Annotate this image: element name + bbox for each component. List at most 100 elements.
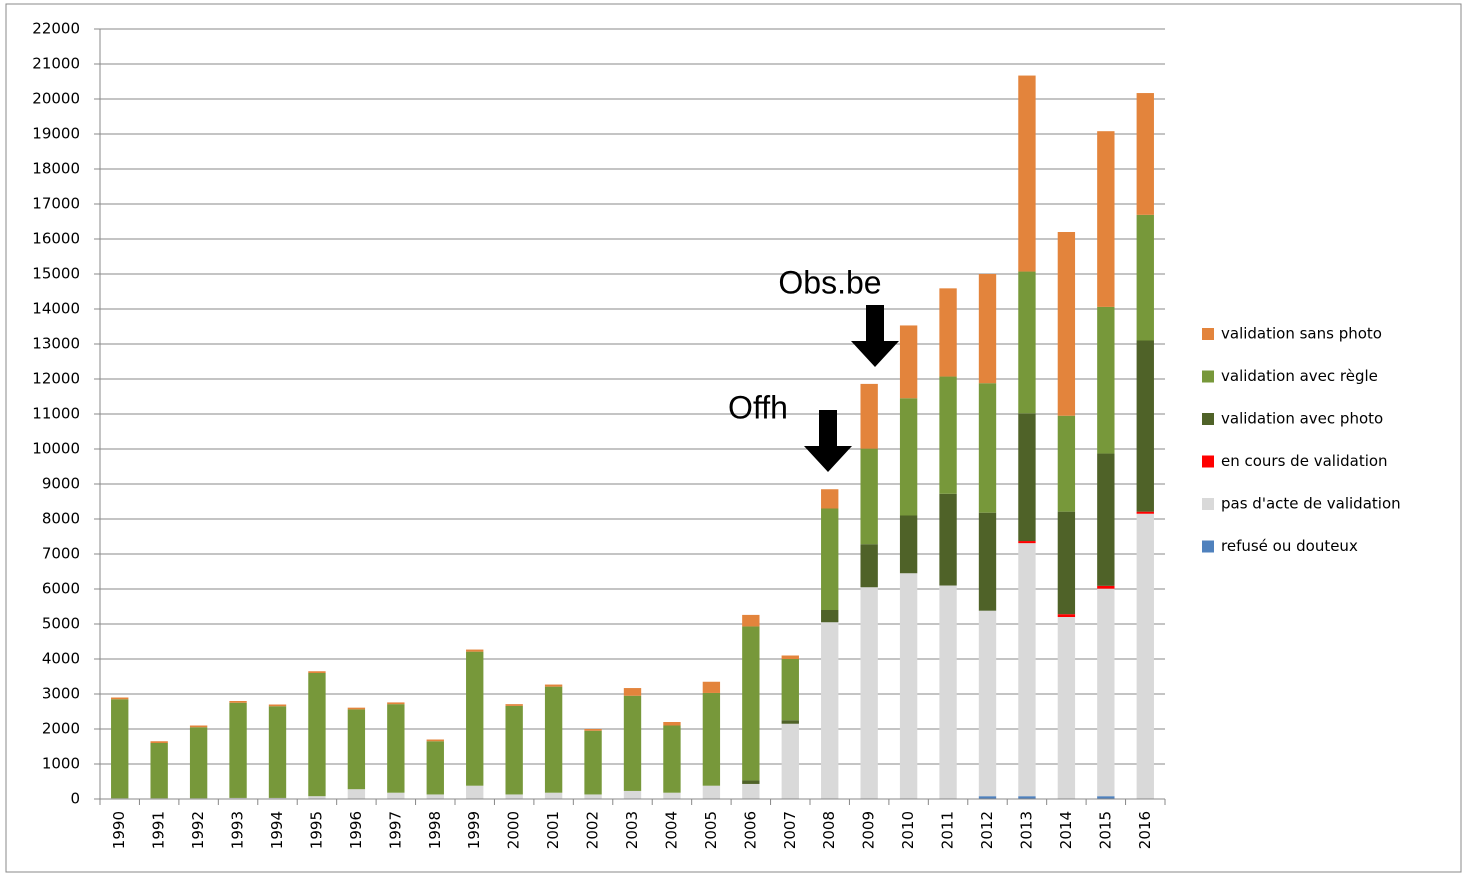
bar-segment bbox=[1097, 796, 1115, 799]
bar-segment bbox=[860, 448, 878, 545]
bar-segment bbox=[544, 684, 563, 687]
bar-segment bbox=[347, 789, 366, 799]
bar-segment bbox=[939, 493, 957, 586]
bar-segment bbox=[663, 792, 681, 799]
bar-segment bbox=[466, 651, 484, 786]
bar-segment bbox=[229, 701, 247, 703]
x-tick-label: 2013 bbox=[1017, 811, 1035, 849]
legend-label: validation avec photo bbox=[1221, 410, 1383, 428]
bar-segment bbox=[939, 376, 957, 494]
bar-segment bbox=[268, 797, 287, 799]
x-tick-label: 2014 bbox=[1057, 811, 1075, 849]
x-tick-label: 2011 bbox=[939, 811, 957, 849]
y-tick-label: 0 bbox=[70, 790, 80, 808]
bar-segment bbox=[111, 697, 129, 700]
x-tick-label: 2005 bbox=[702, 811, 720, 849]
bar-segment bbox=[899, 325, 918, 399]
y-tick-label: 9000 bbox=[42, 475, 80, 493]
bar-segment bbox=[1057, 415, 1076, 512]
y-tick-label: 20000 bbox=[32, 90, 80, 108]
x-tick-label: 2006 bbox=[741, 811, 759, 849]
legend-label: refusé ou douteux bbox=[1221, 537, 1358, 555]
y-tick-label: 1000 bbox=[42, 755, 80, 773]
bar-segment bbox=[1018, 413, 1036, 542]
bar-segment bbox=[426, 794, 444, 799]
bar-segment bbox=[1018, 541, 1036, 544]
legend-label: pas d'acte de validation bbox=[1221, 495, 1401, 513]
bar-segment bbox=[1097, 131, 1115, 307]
bar-segment bbox=[781, 720, 799, 724]
bar-segment bbox=[347, 707, 366, 710]
bar-segment bbox=[821, 489, 839, 509]
x-tick-label: 1994 bbox=[268, 811, 286, 849]
y-tick-label: 4000 bbox=[42, 650, 80, 668]
bar-segment bbox=[1057, 232, 1076, 416]
bar-segment bbox=[663, 722, 681, 726]
x-tick-label: 1997 bbox=[386, 811, 404, 849]
bar-segment bbox=[544, 686, 563, 793]
legend-swatch bbox=[1202, 498, 1214, 510]
bar-segment bbox=[1136, 511, 1154, 514]
x-tick-label: 2001 bbox=[544, 811, 562, 849]
x-tick-label: 2008 bbox=[820, 811, 838, 849]
bar-segment bbox=[544, 792, 563, 799]
y-tick-label: 10000 bbox=[32, 440, 80, 458]
bar-segment bbox=[821, 508, 839, 610]
x-tick-label: 2000 bbox=[505, 811, 523, 849]
bar-segment bbox=[584, 730, 602, 795]
bar-segment bbox=[1018, 796, 1036, 799]
bar-segment bbox=[584, 794, 602, 799]
bar-segment bbox=[623, 790, 642, 799]
x-tick-label: 1998 bbox=[426, 811, 444, 849]
bar-segment bbox=[742, 614, 760, 627]
y-tick-label: 6000 bbox=[42, 580, 80, 598]
y-tick-label: 8000 bbox=[42, 510, 80, 528]
legend-label: en cours de validation bbox=[1221, 452, 1388, 470]
bar-segment bbox=[150, 743, 168, 799]
x-tick-label: 2010 bbox=[899, 811, 917, 849]
bar-segment bbox=[939, 585, 957, 799]
annotation: Offh bbox=[728, 389, 788, 425]
bar-segment bbox=[1097, 588, 1115, 797]
bar-segment bbox=[1057, 617, 1076, 799]
bar-segment bbox=[781, 723, 799, 799]
x-tick-label: 2015 bbox=[1096, 811, 1114, 849]
legend-swatch bbox=[1202, 370, 1214, 383]
x-tick-label: 1992 bbox=[189, 811, 207, 849]
legend-swatch bbox=[1202, 540, 1214, 553]
arrow bbox=[804, 410, 852, 472]
bar-segment bbox=[821, 622, 839, 799]
legend-label: validation avec règle bbox=[1221, 367, 1378, 385]
bar-segment bbox=[347, 709, 366, 790]
bar-segment bbox=[584, 729, 602, 731]
bar-segment bbox=[229, 702, 247, 798]
bar-segment bbox=[702, 692, 721, 786]
bar-segment bbox=[387, 704, 405, 793]
bar-segment bbox=[426, 739, 444, 742]
x-tick-label: 1990 bbox=[110, 811, 128, 849]
bar-segment bbox=[623, 688, 642, 696]
bar-segment bbox=[978, 796, 997, 799]
bar-segment bbox=[821, 610, 839, 623]
bar-segment bbox=[1018, 75, 1036, 272]
y-tick-label: 12000 bbox=[32, 370, 80, 388]
bar-segment bbox=[426, 741, 444, 795]
bar-segment bbox=[1097, 306, 1115, 454]
arrow bbox=[851, 305, 899, 367]
bar-segment bbox=[111, 699, 129, 799]
bar-segment bbox=[387, 792, 405, 799]
bar-segment bbox=[1136, 93, 1154, 215]
bar-segment bbox=[1097, 585, 1115, 589]
bar-segment bbox=[268, 706, 287, 798]
bar-segment bbox=[387, 702, 405, 705]
bar-segment bbox=[466, 649, 484, 652]
bar-segment bbox=[1018, 271, 1036, 414]
y-tick-label: 5000 bbox=[42, 615, 80, 633]
bar-segment bbox=[978, 512, 997, 611]
y-tick-label: 21000 bbox=[32, 55, 80, 73]
bar-segment bbox=[663, 725, 681, 793]
legend-swatch bbox=[1202, 328, 1214, 340]
y-tick-label: 11000 bbox=[32, 405, 80, 423]
bar-segment bbox=[1057, 511, 1076, 615]
bar-segment bbox=[860, 383, 878, 449]
